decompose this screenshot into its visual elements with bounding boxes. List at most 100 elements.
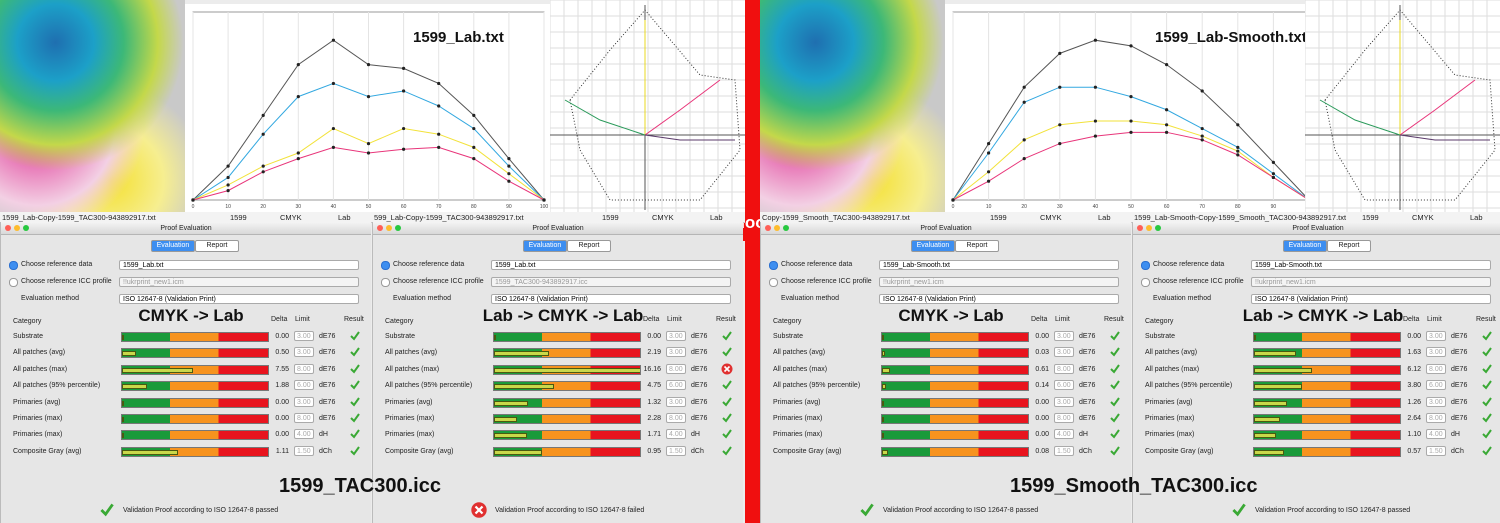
data-point xyxy=(987,151,991,155)
dropdown[interactable]: 1599_Lab.txt xyxy=(119,260,359,270)
category: All patches (max) xyxy=(773,365,828,373)
window-button[interactable] xyxy=(386,225,392,231)
radio[interactable] xyxy=(1141,278,1150,287)
delta-indicator xyxy=(494,351,550,357)
radio[interactable] xyxy=(769,261,778,270)
x-tick-label: 50 xyxy=(366,204,372,210)
window-button[interactable] xyxy=(5,225,11,231)
check-mark xyxy=(1482,380,1492,390)
delta-bar xyxy=(493,414,641,424)
data-point xyxy=(261,170,265,174)
x-tick-label: 20 xyxy=(260,204,266,210)
tab[interactable]: Evaluation xyxy=(1283,240,1327,252)
window-button[interactable] xyxy=(783,225,789,231)
category: Primaries (avg) xyxy=(773,398,821,406)
dropdown[interactable]: ISO 12647-8 (Validation Print) xyxy=(491,294,731,304)
delta-bar xyxy=(121,446,269,457)
tab[interactable]: Evaluation xyxy=(911,240,955,252)
title-bar: Proof Evaluation xyxy=(373,222,743,235)
radio[interactable] xyxy=(381,261,390,270)
radio[interactable] xyxy=(9,278,18,287)
unit: dE76 xyxy=(1079,398,1096,406)
gamut-3d-image xyxy=(0,0,185,212)
delta-bar xyxy=(121,430,269,441)
dropdown[interactable]: 1599_Lab-Smooth.txt xyxy=(879,260,1119,270)
dropdown[interactable]: !!ukrprint_new1.icm xyxy=(879,277,1119,287)
check-icon xyxy=(1482,380,1492,390)
unit: dCh xyxy=(319,447,332,455)
tab[interactable]: Evaluation xyxy=(523,240,567,252)
tab[interactable]: Report xyxy=(195,240,239,252)
dropdown[interactable]: 1599_TAC300-943892917.icc xyxy=(491,277,731,287)
check-mark xyxy=(1232,503,1246,517)
delta-value: 1.71 xyxy=(647,431,661,439)
delta-indicator xyxy=(494,433,528,439)
check-icon xyxy=(1482,397,1492,407)
dropdown[interactable]: ISO 12647-8 (Validation Print) xyxy=(1251,294,1491,304)
unit: dE76 xyxy=(1079,365,1096,373)
category: Primaries (avg) xyxy=(385,398,433,406)
limit-field: 3.00 xyxy=(1426,331,1446,341)
overlay-label: CMYK -> Lab xyxy=(138,306,244,325)
tab[interactable]: Report xyxy=(955,240,999,252)
tab[interactable]: Report xyxy=(567,240,611,252)
unit: dE76 xyxy=(691,333,708,340)
data-point xyxy=(296,151,300,155)
check-mark xyxy=(350,331,360,341)
radio[interactable] xyxy=(1141,261,1150,270)
window-button[interactable] xyxy=(377,225,383,231)
window-button[interactable] xyxy=(1137,225,1143,231)
dropdown[interactable]: 1599_Lab.txt xyxy=(491,260,731,270)
status-space: CMYK xyxy=(1040,213,1062,222)
dropdown[interactable]: ISO 12647-8 (Validation Print) xyxy=(119,294,359,304)
check-mark xyxy=(1482,413,1492,423)
limit-field: 3.00 xyxy=(294,331,314,341)
category: Composite Gray (avg) xyxy=(1145,447,1214,455)
check-mark xyxy=(350,446,360,456)
window-button[interactable] xyxy=(14,225,20,231)
window-button[interactable] xyxy=(765,225,771,231)
check-mark xyxy=(1482,397,1492,407)
check-icon xyxy=(350,397,360,407)
column-header: Delta xyxy=(1403,316,1420,323)
x-tick-label: 30 xyxy=(296,204,302,210)
window-button[interactable] xyxy=(395,225,401,231)
window-title: Proof Evaluation xyxy=(1292,225,1344,232)
check-mark xyxy=(722,380,732,390)
check-mark xyxy=(350,347,360,357)
tab[interactable]: Report xyxy=(1327,240,1371,252)
radio[interactable] xyxy=(381,278,390,287)
gamut-trace xyxy=(564,99,646,136)
radio[interactable] xyxy=(9,261,18,270)
data-point xyxy=(296,157,300,161)
window-button[interactable] xyxy=(774,225,780,231)
limit-field: 6.00 xyxy=(1426,380,1446,391)
delta-indicator xyxy=(122,335,124,340)
column-header: Limit xyxy=(667,316,682,323)
unit: dE76 xyxy=(1079,382,1096,390)
status-space: CMYK xyxy=(1412,213,1434,222)
check-icon xyxy=(1482,429,1492,439)
tab[interactable]: Evaluation xyxy=(151,240,195,252)
gamut-outline xyxy=(1324,9,1496,201)
window-button[interactable] xyxy=(23,225,29,231)
delta-indicator xyxy=(122,367,193,373)
gamut-trace xyxy=(644,79,721,136)
window-title: Proof Evaluation xyxy=(160,225,212,232)
window-button[interactable] xyxy=(1155,225,1161,231)
column-header: Category xyxy=(773,318,802,325)
status-space: CMYK xyxy=(280,213,302,222)
radio[interactable] xyxy=(769,278,778,287)
data-point xyxy=(226,189,230,193)
data-point xyxy=(1022,138,1026,142)
dropdown[interactable]: 1599_Lab-Smooth.txt xyxy=(1251,260,1491,270)
window-button[interactable] xyxy=(1146,225,1152,231)
check-mark xyxy=(722,413,732,423)
delta-value: 0.00 xyxy=(275,415,289,422)
dropdown[interactable]: !!ukrprint_new1.icm xyxy=(119,277,359,287)
dropdown[interactable]: !!ukrprint_new1.icm xyxy=(1251,277,1491,287)
data-point xyxy=(437,145,441,149)
option-label: Choose reference data xyxy=(21,261,93,268)
unit: dH xyxy=(319,431,328,439)
dropdown[interactable]: ISO 12647-8 (Validation Print) xyxy=(879,294,1119,304)
